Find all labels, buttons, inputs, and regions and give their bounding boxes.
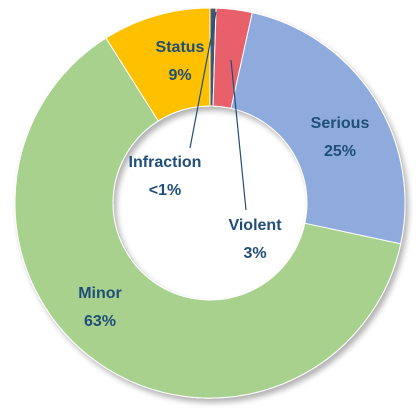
- slice-label: Minor: [78, 285, 122, 302]
- donut-slice: [14, 37, 402, 399]
- slice-label: Serious: [311, 115, 370, 132]
- slice-value-label: 9%: [168, 67, 191, 84]
- donut-ring: [14, 7, 406, 399]
- donut-slice: [230, 12, 406, 245]
- slice-value-label: <1%: [149, 182, 181, 199]
- leader-line: [230, 59, 247, 211]
- slice-label: Status: [156, 39, 205, 56]
- slice-value-label: 63%: [84, 313, 116, 330]
- slice-label: Infraction: [129, 154, 202, 171]
- donut-slice: [105, 7, 211, 122]
- leader-line: [189, 11, 217, 149]
- slice-label: Violent: [228, 217, 282, 234]
- labels: Infraction <1% Violent 3% Serious 25% Minor 63%…: [78, 11, 370, 330]
- slice-value-label: 3%: [243, 245, 266, 262]
- slice-value-label: 25%: [324, 143, 356, 160]
